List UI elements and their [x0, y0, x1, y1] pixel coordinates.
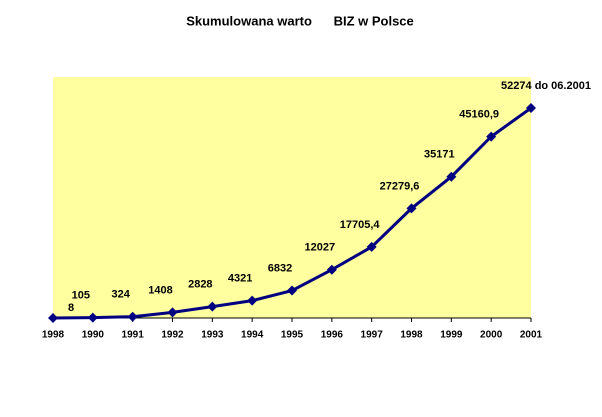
marker [366, 241, 377, 252]
x-tick-label: 1996 [321, 330, 344, 341]
data-label: 324 [111, 289, 130, 301]
marker [247, 295, 258, 306]
data-label: 17705,4 [340, 219, 381, 231]
marker [127, 311, 138, 322]
data-label: 1408 [148, 284, 172, 296]
data-label: 6832 [268, 262, 292, 274]
x-tick-label: 2001 [520, 330, 543, 341]
data-label: 4321 [228, 273, 252, 285]
x-tick-label: 1995 [281, 330, 304, 341]
data-label: 12027 [305, 242, 336, 254]
data-label: 27279,6 [380, 180, 420, 192]
data-label: 8 [68, 302, 74, 314]
marker [326, 264, 337, 275]
marker [287, 285, 297, 296]
chart-title: Skumulowana warto BIZ w Polsce [186, 13, 414, 28]
x-tick-label: 1994 [241, 330, 264, 341]
x-tick-label: 1990 [82, 330, 105, 341]
marker [526, 103, 536, 114]
x-tick-label: 1999 [440, 330, 463, 341]
plot-area [53, 77, 531, 318]
x-tick-label: 1992 [161, 330, 184, 341]
data-label: 2828 [188, 279, 212, 291]
marker [486, 131, 497, 142]
data-label: 35171 [424, 149, 455, 161]
x-tick-label: 1997 [361, 330, 384, 341]
marker [48, 312, 58, 323]
x-tick-label: 1998 [42, 330, 65, 341]
marker [167, 307, 178, 318]
marker [87, 312, 98, 323]
marker [446, 171, 457, 182]
data-label: 52274 do 06.2001 [501, 80, 591, 92]
marker [207, 301, 218, 312]
x-tick-label: 1998 [400, 330, 423, 341]
x-tick-label: 1993 [201, 330, 224, 341]
x-tick-label: 1991 [122, 330, 145, 341]
data-label: 105 [72, 289, 90, 301]
x-tick-label: 2000 [480, 330, 503, 341]
marker [406, 203, 417, 214]
data-label: 45160,9 [459, 109, 499, 121]
